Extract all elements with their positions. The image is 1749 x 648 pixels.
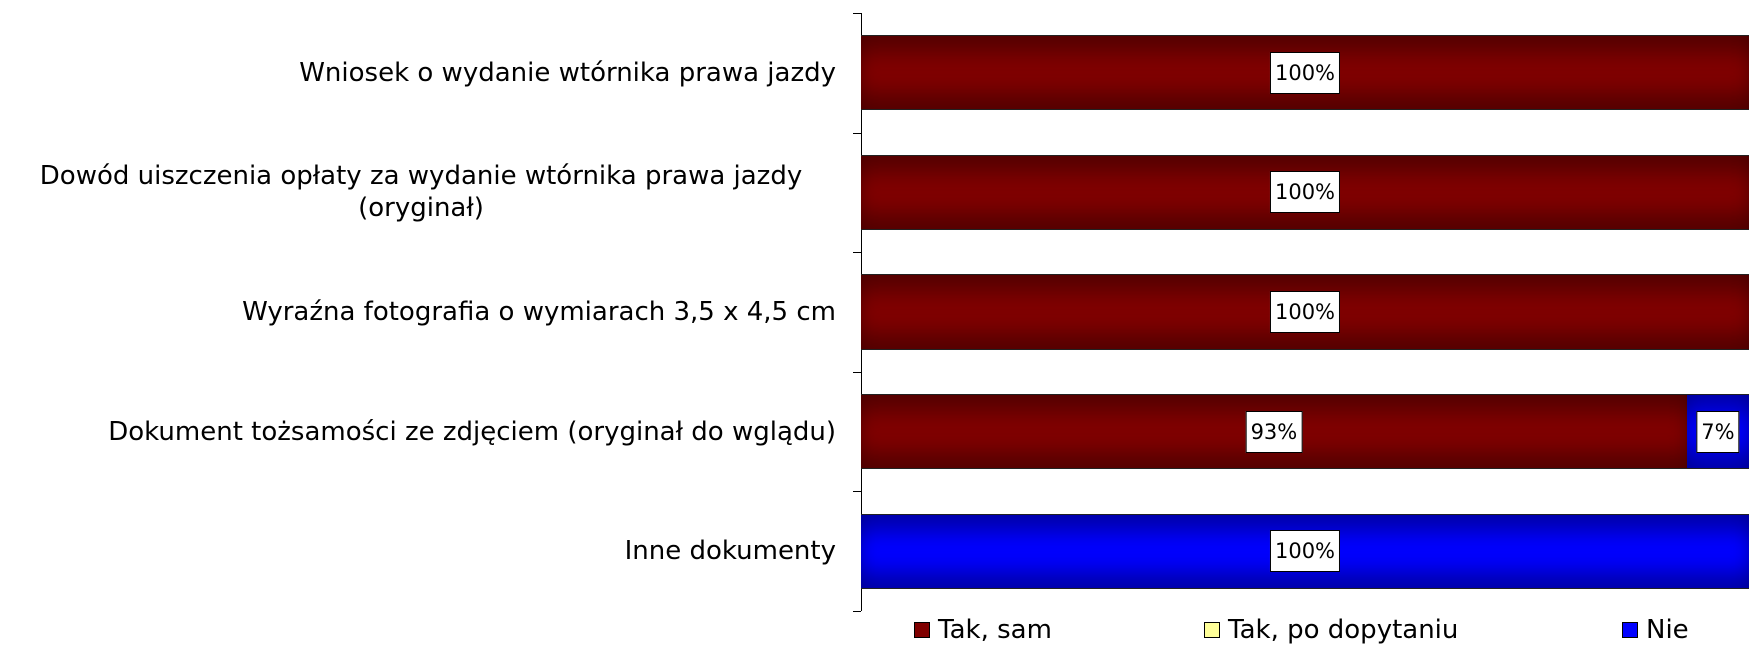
value-label: 100% [1269, 291, 1341, 333]
category-text: Dowód uiszczenia opłaty za wydanie wtórn… [39, 161, 803, 224]
axis-tick [853, 611, 861, 612]
category-text: Wyraźna fotografia o wymiarach 3,5 x 4,5… [242, 296, 836, 327]
value-label: 100% [1269, 171, 1341, 214]
value-label: 93% [1245, 410, 1303, 453]
value-label: 100% [1269, 530, 1341, 573]
category-label: Dowód uiszczenia opłaty za wydanie wtórn… [0, 133, 836, 253]
axis-tick [853, 252, 861, 254]
legend-swatch [1622, 622, 1638, 638]
axis-tick [853, 491, 861, 493]
category-label: Wyraźna fotografia o wymiarach 3,5 x 4,5… [0, 252, 836, 372]
category-text: Wniosek o wydanie wtórnika prawa jazdy [299, 57, 836, 88]
legend-label: Tak, sam [938, 615, 1052, 645]
category-text: Inne dokumenty [624, 536, 836, 567]
axis-tick [853, 371, 861, 373]
legend-swatch [1204, 622, 1220, 638]
legend-label: Nie [1646, 615, 1689, 645]
axis-tick [853, 132, 861, 134]
legend-swatch [914, 622, 930, 638]
legend-label: Tak, po dopytaniu [1228, 615, 1459, 645]
axis-tick [853, 13, 861, 14]
category-label: Dokument tożsamości ze zdjęciem (orygina… [0, 372, 836, 492]
value-label: 7% [1696, 410, 1740, 453]
category-text: Dokument tożsamości ze zdjęciem (orygina… [108, 416, 836, 447]
category-label: Inne dokumenty [0, 491, 836, 611]
category-label: Wniosek o wydanie wtórnika prawa jazdy [0, 13, 836, 133]
value-label: 100% [1269, 51, 1341, 94]
